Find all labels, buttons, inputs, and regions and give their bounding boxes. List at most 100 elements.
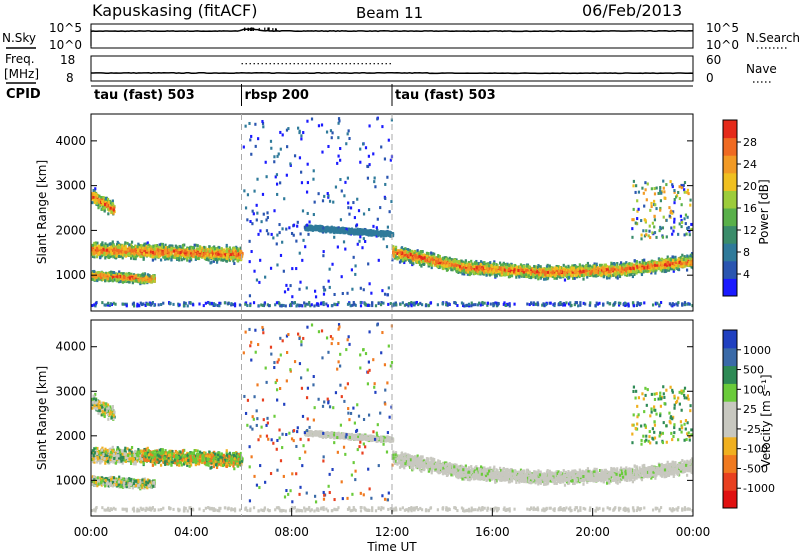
- power-echo-cell: [97, 273, 101, 277]
- station-title: Kapuskasing (fitACF): [92, 1, 257, 20]
- power-echo-cell: [339, 227, 342, 231]
- power-echo-cell: [225, 246, 228, 250]
- power-echo-cell: [112, 208, 115, 212]
- power-echo-cell: [370, 233, 373, 237]
- power-echo-cell: [128, 243, 131, 247]
- power-echo-cell: [104, 245, 107, 249]
- power-echo-cell: [92, 248, 95, 252]
- power-echo-cell: [91, 243, 95, 247]
- power-echo-cell: [201, 246, 204, 250]
- power-echo-cell: [118, 244, 121, 248]
- power-echo-cell: [92, 188, 95, 192]
- power-echo-cell: [91, 248, 94, 252]
- power-echo-cell: [130, 245, 133, 249]
- power-echo-cell: [232, 255, 235, 259]
- power-echo-cell: [105, 203, 108, 207]
- power-echo-cell: [151, 250, 154, 254]
- power-echo-cell: [152, 279, 155, 283]
- power-echo-cell: [220, 251, 223, 255]
- power-echo-cell: [239, 246, 242, 250]
- power-echo-cell: [120, 250, 123, 254]
- power-echo-cell: [214, 247, 217, 251]
- power-echo-cell: [212, 259, 215, 263]
- power-echo-cell: [134, 255, 137, 259]
- power-echo-cell: [113, 251, 116, 255]
- power-echo-cell: [107, 279, 110, 283]
- power-echo-cell: [149, 254, 152, 258]
- power-echo-cell: [124, 245, 127, 249]
- power-echo-cell: [207, 251, 210, 255]
- power-echo-cell: [225, 259, 228, 263]
- power-echo-cell: [219, 250, 222, 254]
- power-echo-cell: [351, 229, 354, 233]
- power-echo-cell: [168, 252, 172, 256]
- power-echo-cell: [143, 281, 146, 285]
- power-echo-cell: [132, 252, 136, 256]
- power-echo-cell: [145, 275, 148, 279]
- power-echo-cell: [100, 207, 103, 211]
- power-echo-cell: [199, 251, 202, 255]
- power-echo-cell: [117, 249, 120, 253]
- power-echo-cell: [206, 252, 209, 256]
- power-echo-cell: [96, 245, 99, 249]
- power-echo-cell: [111, 275, 115, 279]
- power-echo-cell: [123, 276, 126, 280]
- power-echo-cell: [151, 255, 154, 259]
- power-echo-cell: [163, 256, 167, 260]
- power-echo-cell: [194, 252, 197, 256]
- power-echo-cell: [110, 250, 113, 254]
- power-echo-cell: [167, 251, 170, 255]
- power-echo-cell: [130, 256, 133, 260]
- power-echo-cell: [101, 202, 105, 206]
- power-echo-cell: [136, 245, 139, 249]
- power-echo-cell: [149, 250, 152, 254]
- power-echo-cell: [147, 248, 151, 252]
- power-echo-cell: [144, 250, 147, 254]
- power-echo-cell: [191, 250, 195, 254]
- power-echo-cell: [106, 277, 109, 281]
- power-echo-cell: [223, 253, 227, 257]
- power-echo-cell: [323, 228, 326, 232]
- power-echo-cell: [178, 249, 181, 253]
- power-echo-cell: [104, 201, 107, 205]
- power-echo-cell: [97, 198, 100, 202]
- power-echo-cell: [366, 232, 369, 236]
- power-echo-cell: [115, 246, 118, 250]
- power-echo-cell: [371, 230, 374, 234]
- power-echo-cell: [177, 254, 181, 258]
- power-echo-cell: [470, 259, 473, 263]
- power-echo-cell: [203, 255, 206, 259]
- power-echo-cell: [169, 247, 172, 251]
- power-echo-cell: [131, 251, 134, 255]
- power-echo-cell: [217, 254, 220, 258]
- power-echo-cell: [214, 258, 218, 262]
- power-echo-cell: [348, 230, 351, 234]
- power-echo-cell: [109, 247, 112, 251]
- power-echo-cell: [94, 251, 97, 255]
- power-echo-cell: [118, 254, 121, 258]
- power-echo-cell: [233, 262, 236, 266]
- power-echo-cell: [217, 252, 220, 256]
- power-echo-cell: [388, 232, 391, 236]
- power-echo-cell: [210, 246, 213, 250]
- power-echo-cell: [215, 260, 219, 264]
- power-echo-cell: [98, 250, 101, 254]
- power-echo-cell: [160, 247, 163, 251]
- power-echo-cell: [96, 241, 99, 245]
- power-echo-cell: [103, 251, 106, 255]
- power-echo-cell: [122, 250, 125, 254]
- power-echo-cell: [143, 246, 147, 250]
- power-echo-cell: [103, 198, 106, 202]
- power-echo-cell: [119, 247, 122, 251]
- power-echo-cell: [148, 274, 151, 278]
- power-echo-cell: [93, 255, 96, 259]
- power-echo-cell: [232, 252, 235, 256]
- power-echo-cell: [129, 254, 132, 258]
- power-echo-cell: [236, 247, 239, 251]
- power-echo-cell: [142, 275, 145, 279]
- power-echo-cell: [108, 253, 111, 257]
- power-echo-cell: [222, 255, 225, 259]
- power-echo-cell: [217, 249, 221, 253]
- power-echo-cell: [141, 246, 144, 250]
